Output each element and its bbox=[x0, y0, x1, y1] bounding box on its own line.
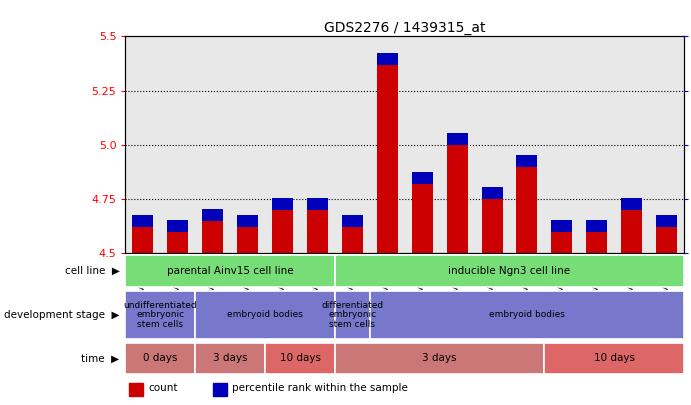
Bar bbox=[272, 198, 293, 210]
Bar bbox=[335, 255, 684, 287]
Bar bbox=[482, 187, 502, 199]
Bar bbox=[133, 227, 153, 253]
Bar bbox=[516, 155, 538, 166]
Bar bbox=[342, 227, 363, 253]
Text: inducible Ngn3 cell line: inducible Ngn3 cell line bbox=[448, 266, 571, 276]
Text: 0 days: 0 days bbox=[143, 353, 178, 363]
Bar bbox=[265, 343, 335, 374]
Bar bbox=[545, 343, 684, 374]
Bar bbox=[167, 232, 188, 253]
Text: undifferentiated
embryonic
stem cells: undifferentiated embryonic stem cells bbox=[124, 301, 197, 329]
Bar bbox=[412, 172, 433, 184]
Text: development stage  ▶: development stage ▶ bbox=[4, 310, 120, 320]
Text: embryoid bodies: embryoid bodies bbox=[227, 310, 303, 320]
Bar bbox=[133, 215, 153, 227]
Bar bbox=[587, 220, 607, 232]
Bar bbox=[621, 198, 642, 210]
Bar bbox=[237, 227, 258, 253]
Bar bbox=[377, 65, 398, 253]
Text: 10 days: 10 days bbox=[279, 353, 321, 363]
Text: embryoid bodies: embryoid bodies bbox=[489, 310, 565, 320]
Bar bbox=[307, 210, 328, 253]
Bar bbox=[335, 343, 545, 374]
Bar bbox=[621, 210, 642, 253]
Bar bbox=[412, 184, 433, 253]
Bar bbox=[129, 383, 143, 396]
Bar bbox=[516, 166, 538, 253]
Text: 3 days: 3 days bbox=[422, 353, 457, 363]
Bar bbox=[656, 227, 677, 253]
Bar bbox=[202, 221, 223, 253]
Bar bbox=[335, 291, 370, 339]
Bar bbox=[587, 232, 607, 253]
Bar bbox=[551, 220, 572, 232]
Text: differentiated
embryonic
stem cells: differentiated embryonic stem cells bbox=[321, 301, 384, 329]
Bar bbox=[656, 215, 677, 227]
Text: parental Ainv15 cell line: parental Ainv15 cell line bbox=[167, 266, 294, 276]
Text: 10 days: 10 days bbox=[594, 353, 635, 363]
Text: cell line  ▶: cell line ▶ bbox=[65, 266, 120, 276]
Title: GDS2276 / 1439315_at: GDS2276 / 1439315_at bbox=[324, 21, 486, 35]
Text: time  ▶: time ▶ bbox=[82, 353, 120, 363]
Text: percentile rank within the sample: percentile rank within the sample bbox=[232, 383, 408, 393]
Bar bbox=[196, 291, 335, 339]
Bar bbox=[202, 209, 223, 221]
Bar bbox=[446, 133, 468, 145]
Bar bbox=[551, 232, 572, 253]
Bar bbox=[377, 53, 398, 65]
Bar bbox=[307, 198, 328, 210]
Bar bbox=[213, 383, 227, 396]
Bar bbox=[196, 343, 265, 374]
Bar bbox=[370, 291, 684, 339]
Bar bbox=[126, 343, 196, 374]
Bar bbox=[272, 210, 293, 253]
Bar bbox=[237, 215, 258, 227]
Bar bbox=[126, 255, 335, 287]
Text: 3 days: 3 days bbox=[213, 353, 247, 363]
Text: count: count bbox=[148, 383, 178, 393]
Bar bbox=[167, 220, 188, 232]
Bar bbox=[446, 145, 468, 253]
Bar bbox=[342, 215, 363, 227]
Bar bbox=[482, 199, 502, 253]
Bar bbox=[126, 291, 196, 339]
